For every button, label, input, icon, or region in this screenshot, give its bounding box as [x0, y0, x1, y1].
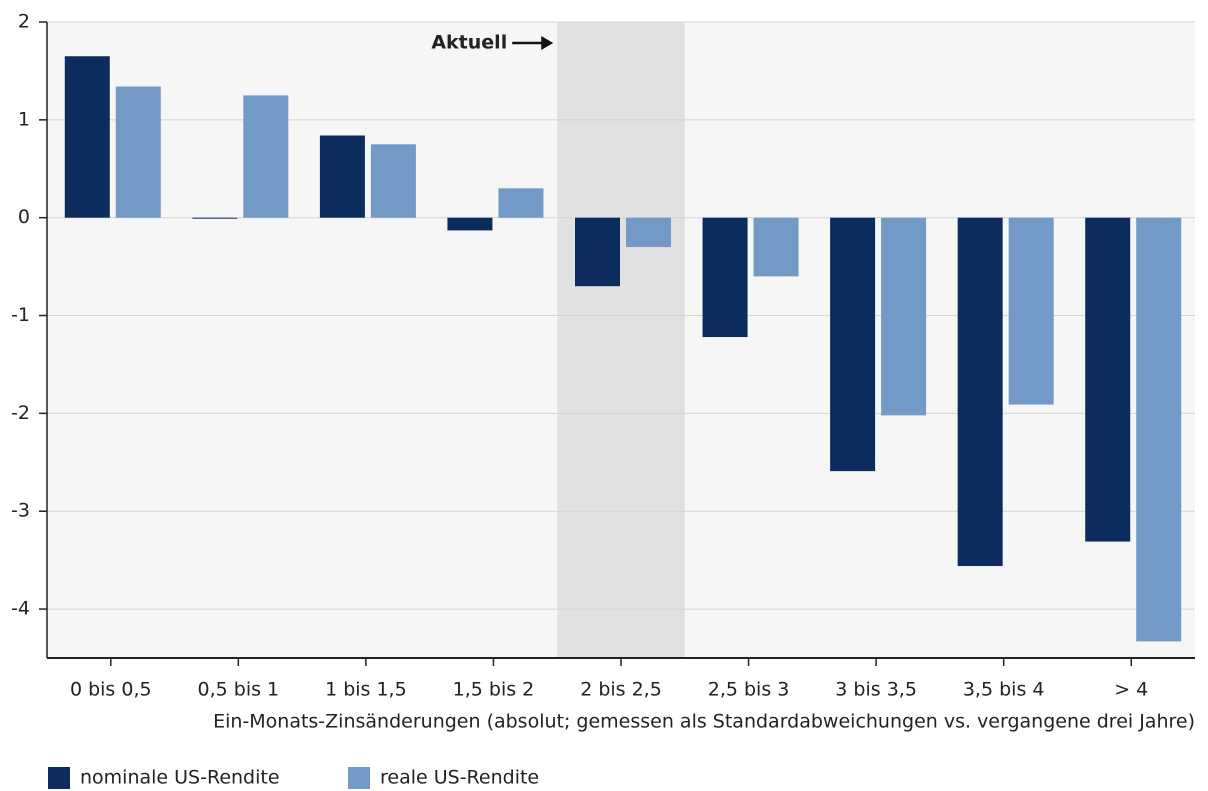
bar — [957, 217, 1003, 567]
bar — [830, 217, 876, 472]
bar — [115, 86, 161, 218]
bar — [575, 217, 620, 287]
x-tick-label: 1,5 bis 2 — [453, 679, 535, 701]
x-tick-label: 3,5 bis 4 — [963, 679, 1045, 701]
legend-swatch — [48, 767, 70, 789]
bar — [702, 217, 748, 338]
bar — [1136, 217, 1182, 642]
x-tick-label: 2 bis 2,5 — [580, 679, 662, 701]
bar — [370, 144, 416, 218]
bar — [243, 95, 289, 218]
bar — [447, 217, 493, 231]
annotation-arrowhead — [541, 36, 554, 50]
y-tick-label: -1 — [11, 304, 30, 326]
x-tick-label: 3 bis 3,5 — [835, 679, 917, 701]
bar — [498, 188, 544, 218]
x-tick-label: 0 bis 0,5 — [70, 679, 152, 701]
y-tick-label: 1 — [18, 108, 30, 130]
highlight-band — [557, 22, 685, 658]
bar — [626, 217, 671, 248]
x-tick-label: > 4 — [1114, 679, 1148, 701]
y-tick-label: -2 — [11, 402, 30, 424]
bar — [319, 135, 365, 218]
bar — [64, 56, 110, 218]
bar — [1008, 217, 1054, 405]
y-tick-label: 0 — [18, 206, 30, 228]
bar — [881, 217, 927, 416]
bar — [1085, 217, 1131, 542]
legend-label: nominale US-Rendite — [80, 767, 280, 789]
x-tick-label: 1 bis 1,5 — [325, 679, 407, 701]
legend-swatch — [348, 767, 370, 789]
x-tick-label: 0,5 bis 1 — [198, 679, 280, 701]
x-axis-label: Ein-Monats-Zinsänderungen (absolut; geme… — [213, 711, 1195, 733]
bar — [753, 217, 799, 277]
y-tick-label: -4 — [11, 598, 30, 620]
legend-label: reale US-Rendite — [380, 767, 539, 789]
annotation: Aktuell — [431, 32, 507, 54]
y-tick-label: -3 — [11, 500, 30, 522]
y-tick-label: 2 — [18, 11, 30, 33]
bar — [192, 217, 238, 219]
x-tick-label: 2,5 bis 3 — [708, 679, 790, 701]
